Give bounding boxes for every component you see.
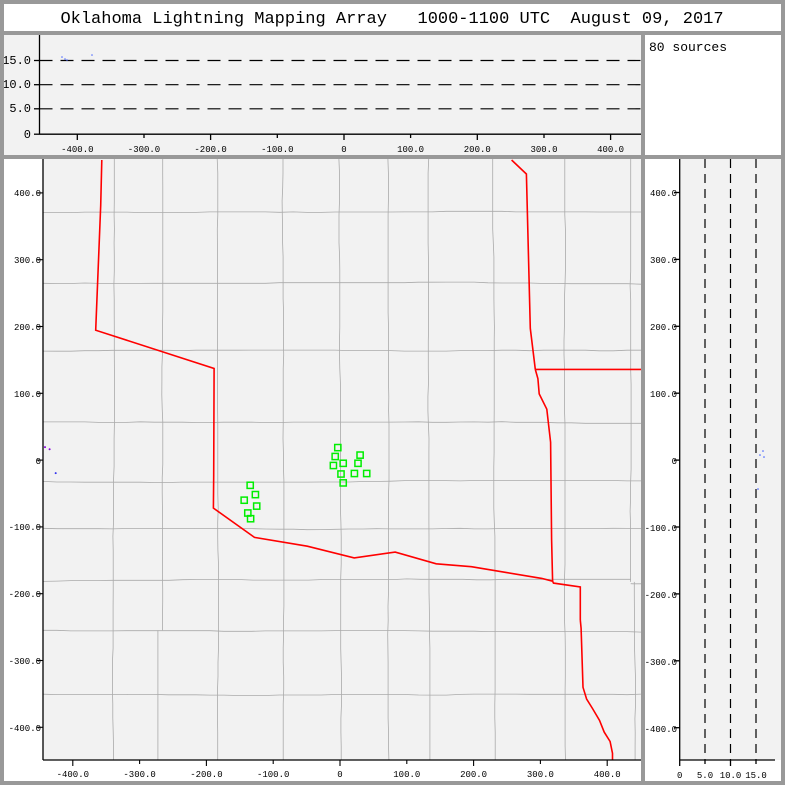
svg-text:200.0: 200.0 — [464, 145, 491, 155]
svg-text:300.0: 300.0 — [14, 256, 41, 266]
svg-text:0: 0 — [672, 457, 677, 467]
svg-text:0: 0 — [337, 770, 342, 780]
svg-text:-400.0: -400.0 — [57, 770, 89, 780]
svg-text:100.0: 100.0 — [650, 390, 677, 400]
svg-text:100.0: 100.0 — [393, 770, 420, 780]
svg-text:200.0: 200.0 — [650, 323, 677, 333]
svg-text:-100.0: -100.0 — [257, 770, 289, 780]
svg-text:300.0: 300.0 — [527, 770, 554, 780]
svg-text:-200.0: -200.0 — [645, 591, 677, 601]
svg-text:0: 0 — [36, 457, 41, 467]
svg-text:-300.0: -300.0 — [645, 658, 677, 668]
svg-text:5.0: 5.0 — [9, 102, 31, 116]
svg-text:15.0: 15.0 — [745, 771, 767, 781]
svg-text:-300.0: -300.0 — [9, 657, 41, 667]
svg-text:80 sources: 80 sources — [649, 40, 727, 55]
svg-text:100.0: 100.0 — [14, 390, 41, 400]
svg-text:-300.0: -300.0 — [123, 770, 155, 780]
svg-text:-400.0: -400.0 — [9, 724, 41, 734]
svg-text:15.0: 15.0 — [4, 54, 31, 68]
svg-text:300.0: 300.0 — [530, 145, 557, 155]
svg-text:10.0: 10.0 — [4, 78, 31, 92]
svg-text:0: 0 — [24, 128, 31, 142]
svg-text:5.0: 5.0 — [697, 771, 713, 781]
svg-text:0: 0 — [341, 145, 346, 155]
svg-text:400.0: 400.0 — [650, 189, 677, 199]
svg-text:-100.0: -100.0 — [9, 523, 41, 533]
svg-text:400.0: 400.0 — [594, 770, 621, 780]
svg-text:-300.0: -300.0 — [128, 145, 160, 155]
svg-text:400.0: 400.0 — [14, 189, 41, 199]
svg-text:400.0: 400.0 — [597, 145, 624, 155]
svg-text:0: 0 — [677, 771, 682, 781]
svg-text:Oklahoma Lightning Mapping Arr: Oklahoma Lightning Mapping Array 1000-11… — [60, 10, 723, 29]
svg-text:200.0: 200.0 — [460, 770, 487, 780]
svg-text:10.0: 10.0 — [720, 771, 742, 781]
svg-text:100.0: 100.0 — [397, 145, 424, 155]
svg-text:-200.0: -200.0 — [9, 590, 41, 600]
svg-text:-200.0: -200.0 — [190, 770, 222, 780]
svg-text:300.0: 300.0 — [650, 256, 677, 266]
svg-text:-100.0: -100.0 — [261, 145, 293, 155]
svg-text:-100.0: -100.0 — [645, 524, 677, 534]
svg-text:200.0: 200.0 — [14, 323, 41, 333]
svg-text:-400.0: -400.0 — [61, 145, 93, 155]
svg-text:-200.0: -200.0 — [194, 145, 226, 155]
svg-text:-400.0: -400.0 — [645, 725, 677, 735]
